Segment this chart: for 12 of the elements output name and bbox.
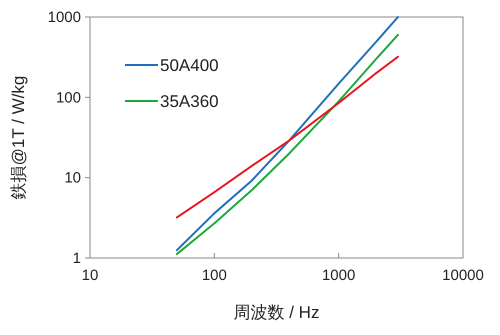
x-tick-label: 10000 bbox=[442, 267, 484, 284]
y-axis-title: 鉄損@1T / W/kg bbox=[9, 76, 28, 200]
y-tick-label: 10 bbox=[64, 170, 81, 187]
x-tick-label: 10 bbox=[82, 267, 98, 284]
x-tick-label: 100 bbox=[202, 267, 227, 284]
y-tick-label: 1 bbox=[72, 250, 81, 267]
legend-label: 35A360 bbox=[160, 92, 219, 111]
legend-label: 50A400 bbox=[160, 56, 219, 75]
x-tick-label: 1000 bbox=[322, 267, 356, 284]
y-tick-label: 1000 bbox=[48, 9, 81, 26]
x-axis-title: 周波数 / Hz bbox=[234, 303, 320, 322]
y-tick-label: 100 bbox=[56, 89, 81, 106]
